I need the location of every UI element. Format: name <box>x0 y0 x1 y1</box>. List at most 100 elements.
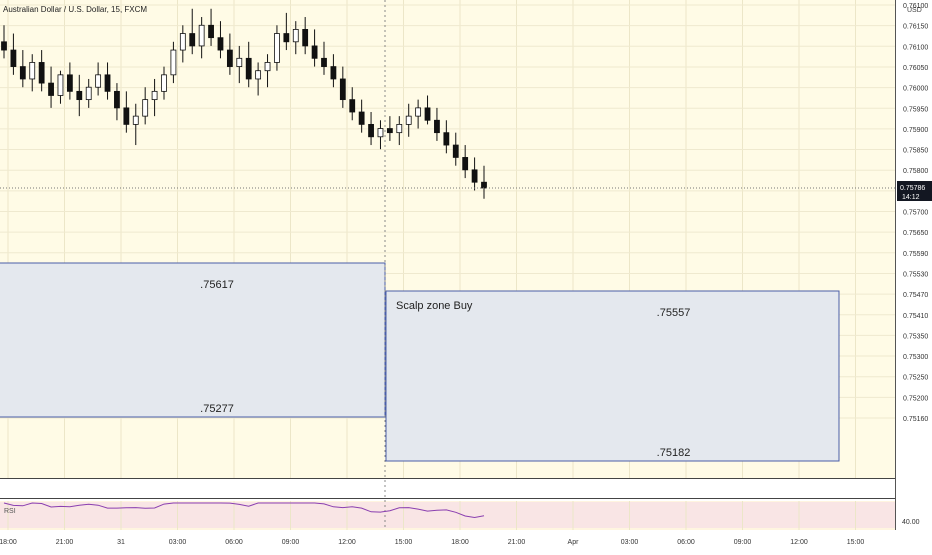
time-tick-label: 06:00 <box>225 539 243 546</box>
chart-title: Australian Dollar / U.S. Dollar, 15, FXC… <box>3 5 147 14</box>
candle-body <box>217 37 224 51</box>
price-tick-label: 0.75160 <box>903 416 928 423</box>
time-tick-label: 03:00 <box>169 539 187 546</box>
time-tick-label: 21:00 <box>56 539 74 546</box>
candle-body <box>292 29 299 43</box>
time-tick-label: 15:00 <box>395 539 413 546</box>
candle-body <box>311 45 318 59</box>
last-price-countdown: 14:12 <box>902 194 920 201</box>
candle-body <box>481 181 487 189</box>
currency-label: USD <box>907 7 922 14</box>
candle-body <box>396 123 403 134</box>
candle-body <box>424 107 431 121</box>
candle-body <box>349 99 356 113</box>
candle-body <box>10 49 17 67</box>
candle-body <box>38 62 45 84</box>
candle-body <box>274 33 280 63</box>
candle-body <box>189 33 196 47</box>
price-tick-label: 0.75590 <box>903 251 928 258</box>
candle-body <box>198 24 205 47</box>
time-tick-label: 09:00 <box>282 539 300 546</box>
time-tick-label: 12:00 <box>790 539 808 546</box>
candle-body <box>1 41 7 51</box>
candle-body <box>66 74 73 92</box>
rsi-level-label: 40.00 <box>902 519 920 526</box>
rsi-label: RSI <box>4 508 16 515</box>
candle-body <box>471 169 478 183</box>
candle-body <box>95 74 102 88</box>
price-tick-label: 0.76100 <box>903 3 928 10</box>
price-axis[interactable]: 0.76100 0.76150 0.76100 0.76050 0.76000 0.759… <box>903 3 928 423</box>
candle-body <box>377 128 384 138</box>
candle-body <box>104 74 111 92</box>
candle-body <box>255 70 262 80</box>
candle-body <box>339 78 346 101</box>
time-tick-label: 06:00 <box>677 539 695 546</box>
price-tick-label: 0.75470 <box>903 292 928 299</box>
candle-body <box>114 90 120 109</box>
time-tick-label: 18:00 <box>0 539 17 546</box>
candle-body <box>452 144 459 158</box>
price-tick-label: 0.75350 <box>903 333 928 340</box>
candle-body <box>85 86 92 101</box>
candle-body <box>321 57 327 67</box>
candle-body <box>236 57 243 67</box>
time-tick-label: 12:00 <box>338 539 356 546</box>
time-axis-bg <box>0 530 932 550</box>
candle-body <box>330 66 337 80</box>
time-tick-label: 09:00 <box>734 539 752 546</box>
candle-body <box>142 99 149 117</box>
zone-bottom-label: .75277 <box>200 403 234 415</box>
candle-body <box>245 57 252 80</box>
last-price-value: 0.75786 <box>900 185 925 192</box>
time-tick-label: 18:00 <box>451 539 469 546</box>
candle-body <box>226 49 233 67</box>
price-tick-label: 0.76050 <box>903 65 928 72</box>
candle-body <box>132 115 139 125</box>
candle-body <box>462 157 469 171</box>
candle-body <box>179 33 186 51</box>
candle-body <box>161 74 167 92</box>
price-tick-label: 0.75950 <box>903 106 928 113</box>
time-axis[interactable]: 18:00 21:00 31 03:00 06:00 09:00 12:00 15:00 18:… <box>0 539 864 546</box>
candle-body <box>434 119 440 134</box>
time-tick-label: 21:00 <box>508 539 526 546</box>
price-tick-label: 0.75900 <box>903 127 928 134</box>
candle-body <box>170 49 177 76</box>
price-tick-label: 0.75200 <box>903 395 928 402</box>
zone-bottom-label: .75182 <box>657 447 691 459</box>
candle-body <box>405 115 412 125</box>
candle-body <box>386 128 393 134</box>
zone-box[interactable] <box>385 290 840 462</box>
candle-body <box>76 90 83 101</box>
candle-body <box>358 111 365 125</box>
price-tick-label: 0.76000 <box>903 86 928 93</box>
price-tick-label: 0.75800 <box>903 168 928 175</box>
time-tick-label: 31 <box>117 539 125 546</box>
zone-box[interactable] <box>0 262 386 418</box>
price-tick-label: 0.76150 <box>903 24 928 31</box>
price-tick-label: 0.75650 <box>903 230 928 237</box>
candle-body <box>264 62 271 72</box>
time-tick-label: 03:00 <box>621 539 639 546</box>
price-tick-label: 0.75700 <box>903 210 928 217</box>
candle-body <box>443 132 450 146</box>
time-tick-label: 15:00 <box>847 539 865 546</box>
candle-body <box>48 82 54 96</box>
zone-title: Scalp zone Buy <box>396 300 473 312</box>
rsi-band <box>0 502 895 528</box>
candle-body <box>368 123 374 138</box>
candle-body <box>19 66 26 80</box>
candles-layer <box>1 8 487 199</box>
zones-layer[interactable]: .75617 .75277 .75557 .75182 Scalp zone Buy <box>0 262 840 462</box>
price-tick-label: 0.75850 <box>903 148 928 155</box>
zone-top-label: .75557 <box>657 307 691 319</box>
price-axis-bg <box>895 0 932 530</box>
candle-body <box>29 62 36 80</box>
candle-body <box>302 29 309 47</box>
rsi-polyline <box>3 502 485 519</box>
candle-body <box>123 107 130 125</box>
price-tick-label: 0.75410 <box>903 313 928 320</box>
